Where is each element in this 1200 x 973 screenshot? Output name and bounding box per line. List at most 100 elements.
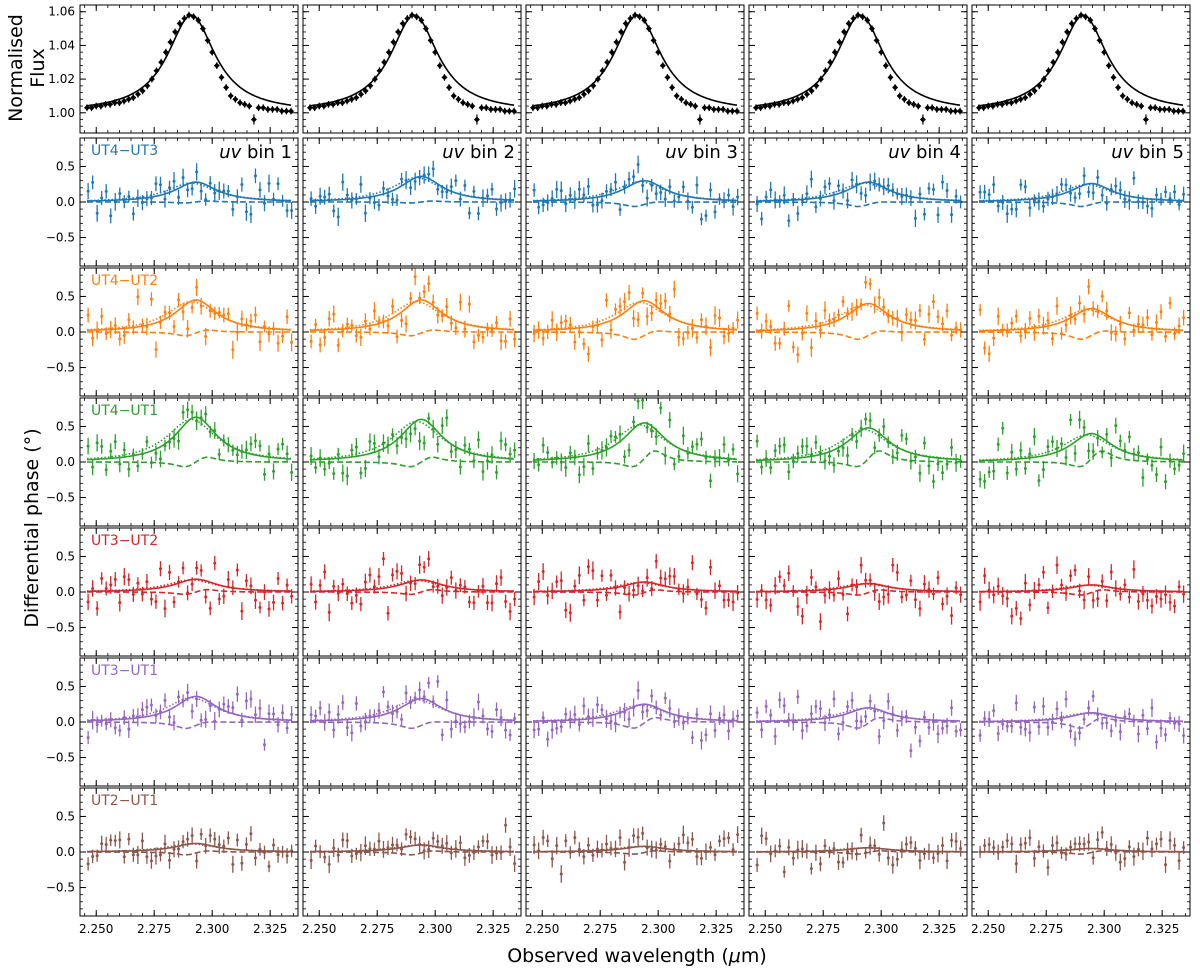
flux-data-point [543,103,550,110]
phase-data-point [695,183,699,187]
phase-data-point [978,477,982,481]
phase-data-point [1055,563,1059,567]
phase-data-point [659,190,663,194]
phase-data-point [941,471,945,475]
phase-data-point [636,318,640,322]
phase-data-point [695,592,699,596]
phase-dotted-model-line [86,300,292,331]
flux-data-point [1087,17,1094,24]
phase-data-point [913,216,917,220]
phase-data-point [1168,600,1172,604]
flux-data-point [446,84,453,91]
phase-data-point [936,576,940,580]
phase-data-point [1114,184,1118,188]
phase-data-point [945,188,949,192]
phase-data-point [1123,197,1127,201]
flux-data-point [780,99,787,106]
phase-data-point [386,324,390,328]
flux-data-point [683,99,689,106]
flux-data-point [501,108,508,115]
phase-data-point [699,217,703,221]
flux-data-point [901,96,908,103]
phase-data-point [904,437,908,441]
phase-panel-plot [532,553,740,622]
flux-data-point [107,101,114,108]
phase-data-point [564,466,568,470]
phase-data-point [855,440,859,444]
phase-data-point [1078,301,1082,305]
phase-data-point [978,190,982,194]
phase-data-point [918,309,922,313]
phase-data-point [204,717,208,721]
phase-panel-plot [978,278,1186,362]
phase-data-point [113,577,117,581]
phase-data-point [1100,294,1104,298]
phase-data-point [154,451,158,455]
flux-model-line [309,14,515,107]
y-tick-label: 1.00 [48,106,75,120]
phase-panel-plot [86,555,294,621]
phase-data-point [118,601,122,605]
phase-data-point [409,296,413,300]
flux-data-point [344,98,351,104]
phase-data-point [440,190,444,194]
phase-data-point [672,574,676,578]
phase-data-point [122,575,126,579]
phase-panel-plot [309,409,517,486]
phase-data-point [778,575,782,579]
phase-data-point [199,304,203,308]
phase-data-point [359,602,363,606]
phase-data-point [222,702,226,706]
flux-data-point [641,17,648,24]
phase-data-point [1069,574,1073,578]
phase-data-point [136,295,140,299]
phase-data-point [1096,175,1100,179]
phase-data-point [413,180,417,184]
phase-data-point [1001,594,1005,598]
uv-bin-label-italic: uv [888,142,910,163]
phase-data-point [1069,418,1073,422]
y-tick-label: 0.5 [56,679,75,693]
flux-panel [525,4,745,134]
phase-data-point [91,180,95,184]
phase-data-point [1073,317,1077,321]
phase-data-point [181,410,185,414]
phase-data-point [1145,316,1149,320]
flux-data-point [1161,106,1168,113]
phase-data-point [377,575,381,579]
phase-data-point [1145,457,1149,461]
phase-panel-plot [309,160,517,227]
phase-data-point [1182,452,1186,456]
flux-data-point [1040,76,1047,83]
flux-data-point [1152,104,1159,111]
phase-data-point [1173,190,1177,194]
flux-data-point [362,87,369,94]
phase-data-point [208,181,212,185]
phase-data-point [931,300,935,304]
phase-data-point [568,451,572,455]
flux-data-point [460,99,466,106]
phase-data-point [814,585,818,589]
phase-panel [525,267,745,397]
flux-data-point [176,20,183,27]
phase-data-point [1182,316,1186,320]
phase-data-point [467,302,471,306]
phase-data-point [86,444,90,448]
phase-data-point [1060,442,1064,446]
phase-data-point [568,193,572,197]
phase-data-point [327,610,331,614]
flux-data-point [980,104,987,111]
phase-data-point [769,188,773,192]
phase-data-point [1100,579,1104,583]
flux-data-point [487,106,494,113]
phase-data-point [1091,191,1095,195]
phase-data-point [1060,182,1064,186]
phase-data-point [240,183,244,187]
phase-data-point [713,313,717,317]
phase-solid-model-line [309,418,515,461]
phase-data-point [769,466,773,470]
phase-data-point [244,699,248,703]
phase-data-point [668,574,672,578]
flux-data-point [701,104,708,111]
phase-data-point [436,313,440,317]
